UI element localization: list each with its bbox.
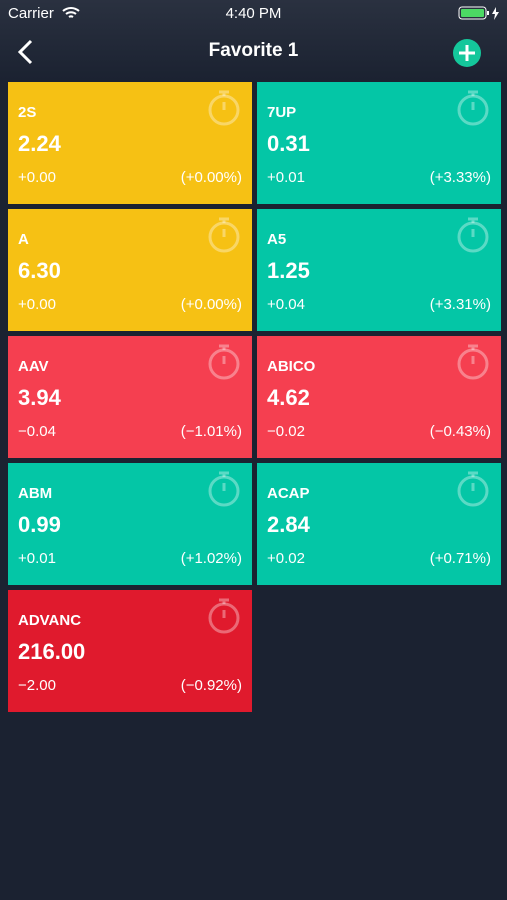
alert-icon[interactable] [206,215,242,255]
percent-change: (+0.00%) [180,169,242,186]
percent-change: (+1.02%) [180,550,242,567]
battery-icon [458,6,499,20]
symbol: ABM [18,485,53,502]
price: 3.94 [18,385,61,410]
clock: 4:40 PM [225,5,282,22]
stock-tile[interactable]: ACAP 2.84 +0.02 (+0.71%) [257,463,501,585]
carrier: Carrier [8,5,54,22]
price: 4.62 [267,385,310,410]
symbol: ACAP [267,485,310,502]
change: −2.00 [18,677,56,694]
change: +0.01 [18,550,56,567]
symbol: A5 [267,231,287,248]
alert-icon[interactable] [206,469,242,509]
price: 216.00 [18,639,86,664]
alert-icon[interactable] [455,88,491,128]
stock-tile[interactable]: ADVANC 216.00 −2.00 (−0.92%) [8,590,252,712]
percent-change: (+0.71%) [429,550,491,567]
alert-icon[interactable] [455,342,491,382]
change: −0.04 [18,423,56,440]
price: 2.24 [18,131,61,156]
percent-change: (−0.92%) [180,677,242,694]
stock-tile[interactable]: A5 1.25 +0.04 (+3.31%) [257,209,501,331]
stock-tile[interactable]: A 6.30 +0.00 (+0.00%) [8,209,252,331]
percent-change: (+3.33%) [429,169,491,186]
symbol: ABICO [267,358,316,375]
price: 0.99 [18,512,61,537]
alert-icon[interactable] [455,215,491,255]
change: +0.00 [18,169,56,186]
change: +0.00 [18,296,56,313]
top-bar [0,0,507,80]
stock-tile[interactable]: ABICO 4.62 −0.02 (−0.43%) [257,336,501,458]
wifi-icon [62,7,80,18]
percent-change: (+3.31%) [429,296,491,313]
price: 1.25 [267,258,310,283]
alert-icon[interactable] [206,342,242,382]
add-button[interactable] [452,38,482,68]
percent-change: (−0.43%) [429,423,491,440]
price: 6.30 [18,258,61,283]
symbol: ADVANC [18,612,82,629]
symbol: A [18,231,29,248]
change: +0.01 [267,169,305,186]
symbol: 2S [18,104,37,121]
alert-icon[interactable] [206,596,242,636]
alert-icon[interactable] [455,469,491,509]
symbol: AAV [18,358,49,375]
price: 0.31 [267,131,310,156]
change: +0.02 [267,550,305,567]
screen-title: Favorite 1 [208,40,299,61]
change: +0.04 [267,296,305,313]
stock-tile[interactable]: 7UP 0.31 +0.01 (+3.33%) [257,82,501,204]
price: 2.84 [267,512,310,537]
stock-tile[interactable]: ABM 0.99 +0.01 (+1.02%) [8,463,252,585]
alert-icon[interactable] [206,88,242,128]
back-button[interactable] [14,38,38,68]
change: −0.02 [267,423,305,440]
stock-tile[interactable]: AAV 3.94 −0.04 (−1.01%) [8,336,252,458]
percent-change: (−1.01%) [180,423,242,440]
percent-change: (+0.00%) [180,296,242,313]
stock-tile[interactable]: 2S 2.24 +0.00 (+0.00%) [8,82,252,204]
symbol: 7UP [267,104,297,121]
